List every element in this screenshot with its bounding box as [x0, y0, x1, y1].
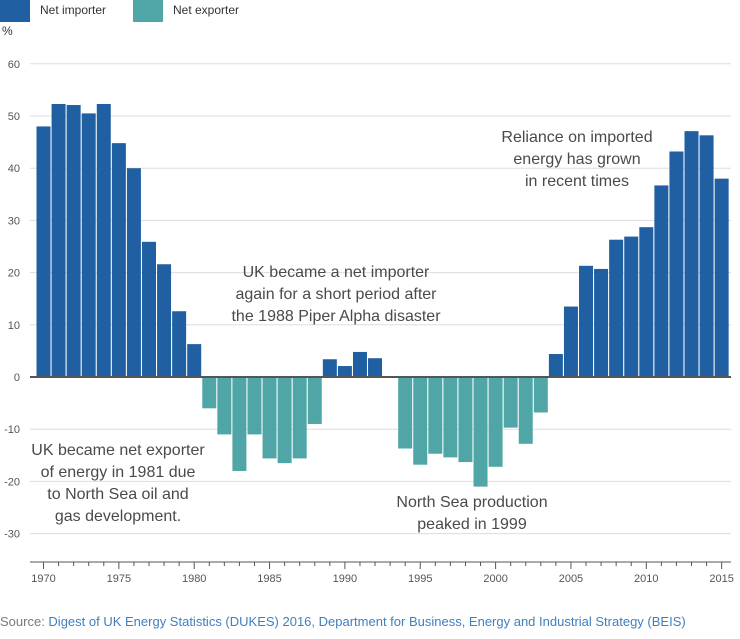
- bars: [36, 103, 729, 487]
- y-tick-label: 10: [8, 320, 20, 332]
- bar-1989: [322, 359, 337, 377]
- bar-1986: [277, 377, 292, 464]
- bar-1999: [473, 377, 488, 487]
- annotation-line: UK became a net importer: [243, 264, 430, 281]
- y-axis-unit-label: %: [2, 24, 13, 38]
- x-tick-label: 1975: [107, 573, 131, 585]
- legend-label-net-exporter: Net exporter: [173, 3, 240, 17]
- x-tick-label: 1985: [257, 573, 281, 585]
- bar-2012: [669, 151, 684, 377]
- x-tick-labels: 1970 1975 1980 1985 1990 1995 2000 2005 2010 2015: [31, 562, 734, 585]
- bar-2014: [699, 135, 714, 377]
- bar-1985: [262, 377, 277, 459]
- bar-1973: [81, 113, 96, 377]
- y-tick-label: -10: [4, 424, 20, 436]
- x-tick-label: 1980: [182, 573, 206, 585]
- bar-1981: [202, 377, 217, 409]
- y-tick-labels: 60 50 40 30 20 10 0 -10 -20 -30: [4, 59, 20, 541]
- bar-1996: [428, 377, 443, 454]
- bar-2001: [503, 377, 518, 428]
- bar-2009: [624, 236, 639, 377]
- bar-1972: [66, 105, 81, 378]
- source-line: Source: Digest of UK Energy Statistics (…: [0, 614, 686, 629]
- legend-swatch-net-exporter: [133, 0, 163, 22]
- y-tick-label: -30: [4, 529, 20, 541]
- bar-1975: [111, 143, 126, 377]
- legend-label-net-importer: Net importer: [40, 3, 107, 17]
- bar-2010: [639, 227, 654, 377]
- annotation-export-1981: UK became net exporter of energy in 1981 …: [31, 442, 205, 525]
- annotation-line: peaked in 1999: [417, 516, 527, 533]
- bar-1974: [96, 103, 111, 377]
- bar-2007: [594, 268, 609, 377]
- annotation-line: the 1988 Piper Alpha disaster: [231, 308, 441, 325]
- x-tick-label: 1995: [408, 573, 432, 585]
- bar-1977: [141, 241, 156, 377]
- legend-swatch-net-importer: [0, 0, 30, 22]
- bar-1978: [157, 264, 172, 377]
- x-tick-label: 1970: [31, 573, 55, 585]
- annotation-line: gas development.: [55, 508, 181, 525]
- bar-2003: [533, 377, 548, 413]
- annotation-peak-1999: North Sea production peaked in 1999: [396, 494, 547, 533]
- axes: [30, 376, 731, 563]
- bar-1984: [247, 377, 262, 435]
- bar-1997: [443, 377, 458, 458]
- bar-1982: [217, 377, 232, 435]
- annotations: UK became net exporter of energy in 1981 …: [31, 129, 652, 533]
- bar-1988: [307, 377, 322, 424]
- bar-2006: [579, 265, 594, 377]
- annotation-line: UK became net exporter: [31, 442, 205, 459]
- bar-2004: [548, 354, 563, 377]
- annotation-line: North Sea production: [396, 494, 547, 511]
- annotation-line: of energy in 1981 due: [41, 464, 196, 481]
- y-tick-label: 40: [8, 163, 20, 175]
- y-tick-label: -20: [4, 476, 20, 488]
- x-tick-label: 1990: [333, 573, 357, 585]
- bar-1976: [126, 168, 141, 377]
- y-tick-label: 60: [8, 59, 20, 71]
- bar-2000: [488, 377, 503, 467]
- source-link[interactable]: Digest of UK Energy Statistics (DUKES) 2…: [48, 614, 686, 629]
- bar-1990: [337, 366, 352, 377]
- bar-2008: [609, 239, 624, 377]
- annotation-line: energy has grown: [513, 151, 640, 168]
- y-tick-label: 30: [8, 215, 20, 227]
- x-tick-label: 2000: [483, 573, 507, 585]
- bar-2015: [714, 178, 729, 377]
- bar-1983: [232, 377, 247, 471]
- bar-1987: [292, 377, 307, 459]
- bar-1991: [352, 351, 367, 377]
- y-tick-label: 50: [8, 111, 20, 123]
- annotation-line: to North Sea oil and: [47, 486, 188, 503]
- bar-2011: [654, 185, 669, 377]
- y-tick-label: 20: [8, 268, 20, 280]
- bar-2002: [518, 377, 533, 444]
- bar-1998: [458, 377, 473, 463]
- annotation-line: Reliance on imported: [501, 129, 652, 146]
- annotation-line: again for a short period after: [235, 286, 437, 303]
- bar-1992: [368, 358, 383, 377]
- source-prefix: Source:: [0, 614, 49, 629]
- bar-2013: [684, 131, 699, 377]
- bar-1994: [398, 377, 413, 449]
- annotation-piper-alpha: UK became a net importer again for a shor…: [231, 264, 441, 325]
- annotation-recent-imports: Reliance on imported energy has grown in r…: [501, 129, 652, 190]
- bar-1980: [187, 344, 202, 377]
- bar-1995: [413, 377, 428, 465]
- x-tick-label: 2015: [709, 573, 733, 585]
- x-tick-label: 2005: [559, 573, 583, 585]
- bar-1979: [172, 311, 187, 377]
- bar-1970: [36, 126, 51, 377]
- y-tick-label: 0: [14, 372, 20, 384]
- bar-2005: [563, 306, 578, 377]
- x-tick-label: 2010: [634, 573, 658, 585]
- annotation-line: in recent times: [525, 173, 629, 190]
- bar-1971: [51, 103, 66, 377]
